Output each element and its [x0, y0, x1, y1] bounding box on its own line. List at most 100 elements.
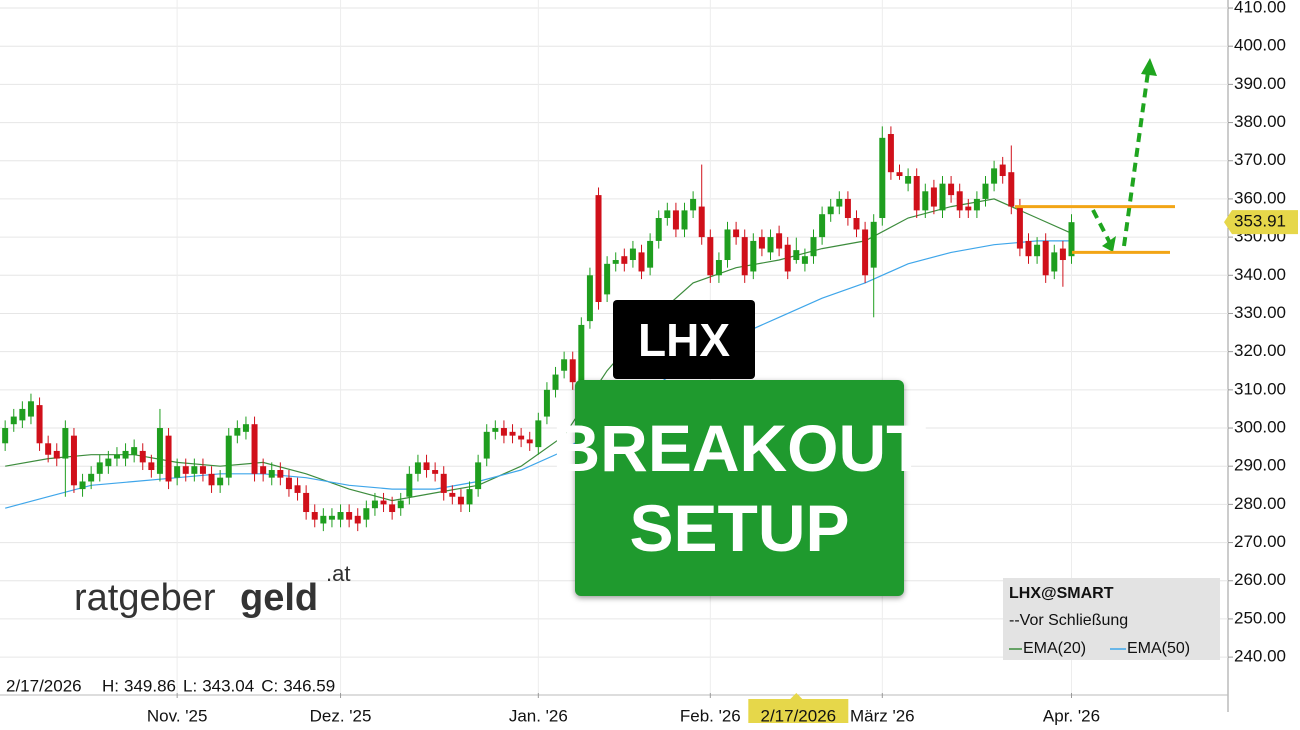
candle-body	[27, 401, 34, 417]
candle-body	[311, 512, 318, 520]
candle-body	[1068, 222, 1075, 257]
candle-body	[561, 359, 568, 371]
candle-body	[268, 470, 275, 478]
ema-line	[5, 198, 1072, 502]
candle-body	[251, 424, 258, 474]
candle-body	[801, 256, 808, 264]
candle-body	[165, 435, 172, 482]
candle-body	[638, 252, 645, 272]
candle-body	[965, 206, 972, 211]
candle-body	[277, 470, 284, 478]
candle-body	[629, 248, 636, 261]
candle-body	[991, 168, 998, 184]
candle-body	[208, 473, 215, 486]
candle-body	[62, 428, 69, 459]
candle-body	[371, 500, 378, 509]
candle-body	[922, 191, 929, 211]
candle-body	[1008, 172, 1015, 207]
candle-body	[457, 496, 464, 505]
candle-body	[844, 198, 851, 219]
candle-body	[414, 462, 421, 474]
candles	[2, 126, 1075, 532]
arrow-head	[1141, 58, 1157, 76]
candle-body	[905, 176, 912, 184]
candle-body	[595, 195, 602, 303]
crosshair-marker	[790, 693, 803, 699]
y-tick-label: 280.00	[1234, 494, 1286, 513]
candle-body	[827, 206, 834, 215]
readout-label: C:	[261, 676, 278, 695]
x-tick-label: Apr. '26	[1043, 706, 1100, 725]
candle-body	[337, 512, 344, 520]
legend-entry: EMA(50)	[1127, 640, 1190, 657]
candle-body	[681, 210, 688, 230]
readout: 2/17/2026 H: 349.86 L: 343.04 C: 346.59	[6, 676, 335, 695]
candle-body	[79, 481, 86, 490]
candle-body	[690, 198, 697, 211]
ticker-badge: LHX	[613, 300, 755, 379]
candle-body	[741, 237, 748, 276]
candle-body	[10, 416, 17, 425]
ema-line	[5, 240, 1072, 509]
readout-value: 343.04	[202, 676, 254, 695]
candle-body	[1025, 240, 1032, 257]
y-tick-label: 240.00	[1234, 647, 1286, 666]
candle-body	[294, 485, 301, 493]
logo: ratgeber geld .at	[74, 561, 350, 619]
candle-body	[526, 439, 533, 444]
candle-body	[767, 237, 774, 253]
candle-body	[225, 435, 232, 478]
candle-body	[389, 504, 396, 513]
candle-body	[105, 458, 112, 467]
candle-body	[698, 206, 705, 238]
candle-body	[148, 462, 155, 471]
candle-body	[655, 218, 662, 241]
candle-body	[879, 137, 886, 219]
candle-body	[776, 233, 783, 249]
candle-body	[483, 431, 490, 459]
arrow-down	[1091, 209, 1112, 244]
arrow-head	[1102, 236, 1116, 252]
candle-body	[724, 229, 731, 261]
candle-body	[191, 466, 198, 474]
candle-body	[715, 260, 722, 276]
y-tick-label: 370.00	[1234, 150, 1286, 169]
candle-body	[672, 210, 679, 230]
candle-body	[707, 237, 714, 276]
y-tick-label: 250.00	[1234, 608, 1286, 627]
candle-body	[750, 240, 757, 272]
legend-entry: --Vor Schließung	[1009, 612, 1128, 629]
candle-body	[896, 172, 903, 177]
candle-body	[999, 164, 1006, 177]
candle-body	[174, 466, 181, 478]
candle-body	[96, 462, 103, 474]
candle-body	[552, 374, 559, 390]
candle-body	[466, 489, 473, 505]
candle-body	[242, 424, 249, 432]
y-tick-label: 360.00	[1234, 188, 1286, 207]
candle-body	[285, 477, 292, 490]
candle-body	[518, 435, 525, 440]
price-tag-label: 353.91	[1234, 212, 1286, 231]
readout-date: 2/17/2026	[6, 676, 82, 695]
candle-body	[397, 500, 404, 509]
banner: BREAKOUT SETUP	[553, 380, 927, 596]
candle-body	[956, 191, 963, 211]
candle-body	[406, 473, 413, 497]
candle-body	[939, 183, 946, 211]
candle-body	[2, 428, 9, 444]
candle-body	[303, 492, 310, 513]
candle-body	[578, 324, 585, 383]
readout-value: 346.59	[283, 676, 335, 695]
readout-value: 349.86	[124, 676, 176, 695]
legend: LHX@SMART --Vor Schließung EMA(20) EMA(5…	[1003, 578, 1220, 660]
candle-body	[758, 237, 765, 249]
logo-suffix: .at	[326, 561, 350, 586]
candle-body	[199, 466, 206, 474]
candle-body	[621, 256, 628, 264]
candle-body	[53, 450, 60, 459]
candle-body	[1016, 206, 1023, 249]
candle-body	[810, 237, 817, 257]
candle-body	[234, 428, 241, 436]
